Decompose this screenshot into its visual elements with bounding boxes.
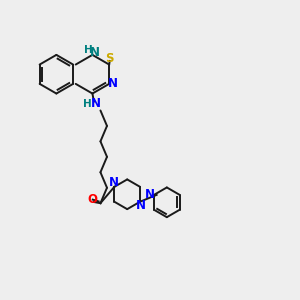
Text: H: H — [84, 45, 93, 55]
Text: N: N — [91, 98, 101, 110]
Text: N: N — [136, 200, 146, 212]
Text: N: N — [90, 46, 100, 59]
Text: S: S — [106, 52, 114, 64]
Text: H: H — [83, 99, 92, 109]
Text: N: N — [145, 188, 155, 201]
Text: N: N — [108, 77, 118, 90]
Text: O: O — [87, 193, 97, 206]
Text: N: N — [109, 176, 119, 189]
